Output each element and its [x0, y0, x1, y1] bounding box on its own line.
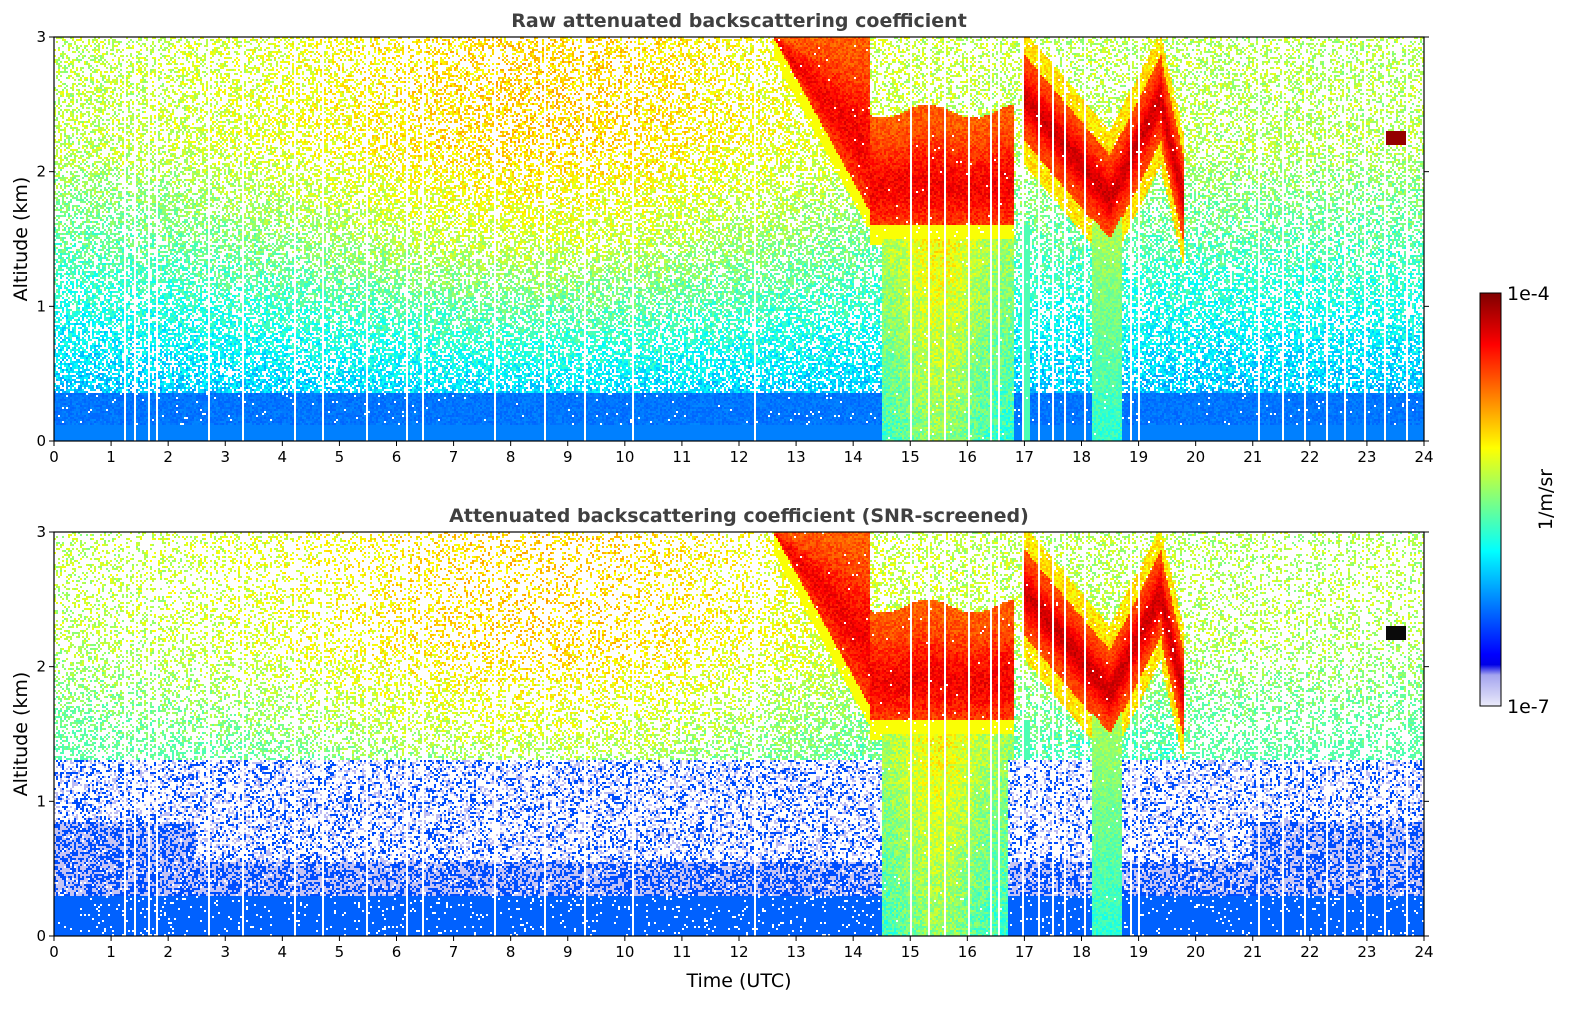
x-tick-label: 22 — [1300, 943, 1319, 961]
x-tick-label: 8 — [506, 448, 516, 466]
y-axis-label: Altitude (km) — [10, 177, 32, 302]
colorbar-label: 1/m/sr — [1535, 469, 1557, 530]
x-tick-label: 3 — [220, 448, 230, 466]
x-tick-label: 16 — [958, 448, 977, 466]
x-tick-label: 0 — [49, 448, 59, 466]
y-axis-label: Altitude (km) — [10, 672, 32, 797]
x-tick-label: 10 — [615, 448, 634, 466]
x-tick-label: 21 — [1243, 448, 1262, 466]
colorbar: 1e-4 1e-7 1/m/sr — [1479, 283, 1557, 718]
x-axis-label: Time (UTC) — [685, 970, 791, 992]
x-tick-label: 13 — [787, 448, 806, 466]
x-tick-label: 13 — [787, 943, 806, 961]
x-tick-label: 3 — [220, 943, 230, 961]
x-tick-label: 0 — [49, 943, 59, 961]
x-tick-label: 16 — [958, 943, 977, 961]
x-tick-label: 20 — [1186, 448, 1205, 466]
colorbar-max-label: 1e-4 — [1507, 283, 1550, 305]
y-tick-label: 0 — [36, 432, 46, 450]
x-tick-label: 12 — [729, 448, 748, 466]
y-tick-label: 3 — [36, 28, 46, 46]
y-tick-label: 2 — [36, 163, 46, 181]
colorbar-min-label: 1e-7 — [1507, 696, 1550, 718]
x-tick-label: 6 — [392, 448, 402, 466]
x-tick-label: 18 — [1072, 448, 1091, 466]
x-tick-label: 21 — [1243, 943, 1262, 961]
y-tick-label: 1 — [36, 792, 46, 810]
x-tick-label: 11 — [672, 943, 691, 961]
heatmap-image — [54, 532, 1424, 936]
x-tick-label: 14 — [844, 448, 863, 466]
x-tick-label: 10 — [615, 943, 634, 961]
x-tick-label: 1 — [106, 943, 116, 961]
x-tick-label: 2 — [163, 943, 173, 961]
x-tick-label: 22 — [1300, 448, 1319, 466]
x-tick-label: 6 — [392, 943, 402, 961]
x-tick-label: 2 — [163, 448, 173, 466]
x-tick-label: 9 — [563, 943, 573, 961]
x-tick-label: 23 — [1357, 448, 1376, 466]
x-tick-label: 15 — [901, 943, 920, 961]
x-tick-label: 4 — [278, 448, 288, 466]
x-tick-label: 23 — [1357, 943, 1376, 961]
heatmap-image — [54, 37, 1424, 441]
y-tick-label: 3 — [36, 523, 46, 541]
x-tick-label: 1 — [106, 448, 116, 466]
x-tick-label: 14 — [844, 943, 863, 961]
x-tick-label: 19 — [1129, 943, 1148, 961]
x-tick-label: 7 — [449, 448, 459, 466]
x-tick-label: 9 — [563, 448, 573, 466]
panel-raw: 0 1 2 3 4 5 6 7 8 9 10 11 12 13 14 15 16 17 18 19 20 21 22 23 24… — [10, 10, 1434, 466]
x-tick-label: 18 — [1072, 943, 1091, 961]
x-tick-label: 24 — [1414, 943, 1433, 961]
x-tick-label: 15 — [901, 448, 920, 466]
y-tick-label: 2 — [36, 658, 46, 676]
x-tick-label: 8 — [506, 943, 516, 961]
x-tick-label: 7 — [449, 943, 459, 961]
x-tick-label: 5 — [335, 943, 345, 961]
x-tick-label: 17 — [1015, 943, 1034, 961]
x-tick-label: 19 — [1129, 448, 1148, 466]
x-tick-label: 5 — [335, 448, 345, 466]
chart-title: Raw attenuated backscattering coefficien… — [511, 10, 967, 32]
x-tick-label: 4 — [278, 943, 288, 961]
x-tick-label: 24 — [1414, 448, 1433, 466]
x-tick-label: 12 — [729, 943, 748, 961]
x-tick-label: 11 — [672, 448, 691, 466]
colorbar-gradient — [1479, 292, 1502, 707]
y-tick-label: 1 — [36, 297, 46, 315]
x-tick-label: 17 — [1015, 448, 1034, 466]
y-tick-label: 0 — [36, 927, 46, 945]
panel-snr-screened: 0 1 2 3 4 5 6 7 8 9 10 11 12 13 14 15 16 17 18 19 20 21 22 23 24… — [10, 505, 1434, 992]
chart-title: Attenuated backscattering coefficient (S… — [449, 505, 1029, 527]
x-tick-label: 20 — [1186, 943, 1205, 961]
